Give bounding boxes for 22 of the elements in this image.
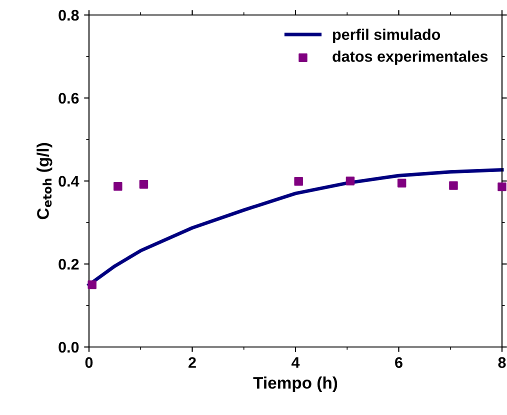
y-tick-label: 0.0 xyxy=(58,342,79,353)
y-tick-label: 0.2 xyxy=(58,258,79,270)
point xyxy=(397,178,406,188)
y-tick-label: 0.4 xyxy=(58,176,80,187)
x-tick-label: 2 xyxy=(188,357,196,368)
point xyxy=(114,182,122,191)
y-tick-label: 0.6 xyxy=(58,92,79,104)
x-tick-label: 4 xyxy=(291,357,300,368)
point xyxy=(88,280,96,290)
legend-label: perfil simulado xyxy=(333,28,440,43)
point xyxy=(346,176,355,186)
x-tick-label: 8 xyxy=(498,357,506,368)
point xyxy=(294,177,303,186)
x-tick-label: 6 xyxy=(395,357,402,368)
legend-label: datos experimentales xyxy=(332,50,488,65)
point xyxy=(498,182,506,192)
x-axis-title: Tiempo (h) xyxy=(253,376,338,392)
point xyxy=(139,180,148,189)
y-axis-title: C$_{etoh}$ (g/l) xyxy=(36,143,52,220)
x-tick-label: 0 xyxy=(85,357,93,368)
y-tick-label: 0.8 xyxy=(58,10,79,21)
point xyxy=(449,181,458,190)
